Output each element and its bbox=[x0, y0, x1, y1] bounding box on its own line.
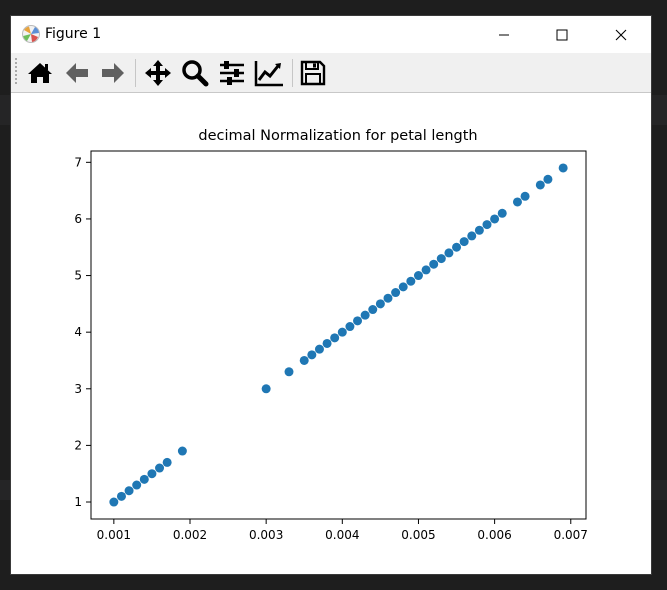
window-title: Figure 1 bbox=[45, 26, 102, 42]
zoom-button[interactable] bbox=[179, 57, 211, 89]
axes-frame bbox=[90, 150, 587, 520]
scatter-point bbox=[109, 497, 119, 507]
x-tick-label: 0.007 bbox=[554, 528, 588, 542]
figure-canvas[interactable]: decimal Normalization for petal length 0… bbox=[11, 93, 651, 574]
home-button[interactable] bbox=[24, 57, 56, 89]
x-tick-label: 0.003 bbox=[249, 528, 283, 542]
scatter-point bbox=[368, 305, 378, 315]
scatter-point bbox=[314, 344, 324, 354]
toolbar-grip bbox=[15, 58, 17, 86]
maximize-icon bbox=[556, 29, 568, 40]
home-icon bbox=[28, 63, 52, 83]
x-tick-label: 0.004 bbox=[325, 528, 359, 542]
scatter-point bbox=[543, 174, 553, 184]
scatter-point bbox=[452, 242, 462, 252]
y-tick-label: 7 bbox=[74, 155, 82, 169]
minimize-button[interactable] bbox=[481, 16, 527, 53]
scatter-point bbox=[444, 248, 454, 258]
scatter-point bbox=[482, 220, 492, 230]
y-tick-label: 2 bbox=[74, 438, 82, 452]
scatter-point bbox=[322, 338, 332, 348]
subplots-button[interactable] bbox=[216, 57, 248, 89]
scatter-point bbox=[337, 327, 347, 337]
scatter-point bbox=[353, 316, 363, 326]
scatter-point bbox=[132, 480, 142, 490]
scatter-point bbox=[520, 191, 530, 201]
title-bar[interactable]: Figure 1 bbox=[11, 16, 651, 53]
y-tick-label: 6 bbox=[74, 212, 82, 226]
back-arrow-icon bbox=[66, 63, 88, 83]
scatter-point bbox=[413, 271, 423, 281]
scatter-point bbox=[307, 350, 317, 360]
figure-window: Figure 1 bbox=[11, 16, 651, 574]
back-button[interactable] bbox=[61, 57, 93, 89]
scatter-point bbox=[162, 457, 172, 467]
scatter-point bbox=[391, 288, 401, 298]
y-tick-label: 5 bbox=[74, 269, 82, 283]
scatter-point bbox=[406, 276, 416, 286]
scatter-chart[interactable]: decimal Normalization for petal length 0… bbox=[11, 93, 651, 574]
scatter-point bbox=[512, 197, 522, 207]
forward-arrow-icon bbox=[102, 63, 124, 83]
x-tick-label: 0.001 bbox=[97, 528, 131, 542]
y-tick-label: 3 bbox=[74, 382, 82, 396]
scatter-point bbox=[474, 225, 484, 235]
scatter-point bbox=[147, 469, 157, 479]
data-points bbox=[109, 163, 568, 507]
scatter-point bbox=[261, 384, 271, 394]
save-icon bbox=[300, 60, 326, 86]
scatter-point bbox=[116, 491, 126, 501]
scatter-point bbox=[535, 180, 545, 190]
subplots-icon bbox=[220, 61, 244, 85]
pan-icon bbox=[145, 60, 171, 86]
customize-button[interactable] bbox=[253, 57, 285, 89]
toolbar-divider bbox=[292, 59, 293, 87]
x-axis: 0.001 0.002 0.003 0.004 0.005 0.006 0.007 bbox=[97, 519, 588, 542]
scatter-point bbox=[360, 310, 370, 320]
y-axis: 1 2 3 4 5 6 7 bbox=[74, 155, 91, 509]
scatter-point bbox=[299, 355, 309, 365]
zoom-icon bbox=[182, 60, 209, 87]
close-button[interactable] bbox=[598, 16, 644, 53]
scatter-point bbox=[459, 237, 469, 247]
toolbar-divider bbox=[135, 59, 136, 87]
scatter-point bbox=[124, 486, 134, 496]
forward-button[interactable] bbox=[97, 57, 129, 89]
scatter-point bbox=[558, 163, 568, 173]
scatter-point bbox=[177, 446, 187, 456]
matplotlib-logo-icon bbox=[21, 24, 41, 44]
scatter-point bbox=[345, 322, 355, 332]
axes-edit-icon bbox=[254, 61, 283, 87]
save-button[interactable] bbox=[297, 57, 329, 89]
x-tick-label: 0.006 bbox=[477, 528, 511, 542]
x-tick-label: 0.005 bbox=[401, 528, 435, 542]
scatter-point bbox=[139, 474, 149, 484]
scatter-point bbox=[436, 254, 446, 264]
y-tick-label: 1 bbox=[74, 495, 82, 509]
scatter-point bbox=[284, 367, 294, 377]
pan-button[interactable] bbox=[142, 57, 174, 89]
minimize-icon bbox=[499, 34, 509, 35]
scatter-point bbox=[375, 299, 385, 309]
scatter-point bbox=[429, 259, 439, 269]
navigation-toolbar bbox=[11, 53, 651, 93]
scatter-point bbox=[421, 265, 431, 275]
y-tick-label: 4 bbox=[74, 325, 82, 339]
scatter-point bbox=[490, 214, 500, 224]
scatter-point bbox=[383, 293, 393, 303]
chart-title: decimal Normalization for petal length bbox=[198, 128, 477, 144]
maximize-button[interactable] bbox=[539, 16, 585, 53]
scatter-point bbox=[330, 333, 340, 343]
scatter-point bbox=[155, 463, 165, 473]
close-icon bbox=[615, 29, 627, 40]
x-tick-label: 0.002 bbox=[173, 528, 207, 542]
scatter-point bbox=[467, 231, 477, 241]
scatter-point bbox=[497, 208, 507, 218]
scatter-point bbox=[398, 282, 408, 292]
